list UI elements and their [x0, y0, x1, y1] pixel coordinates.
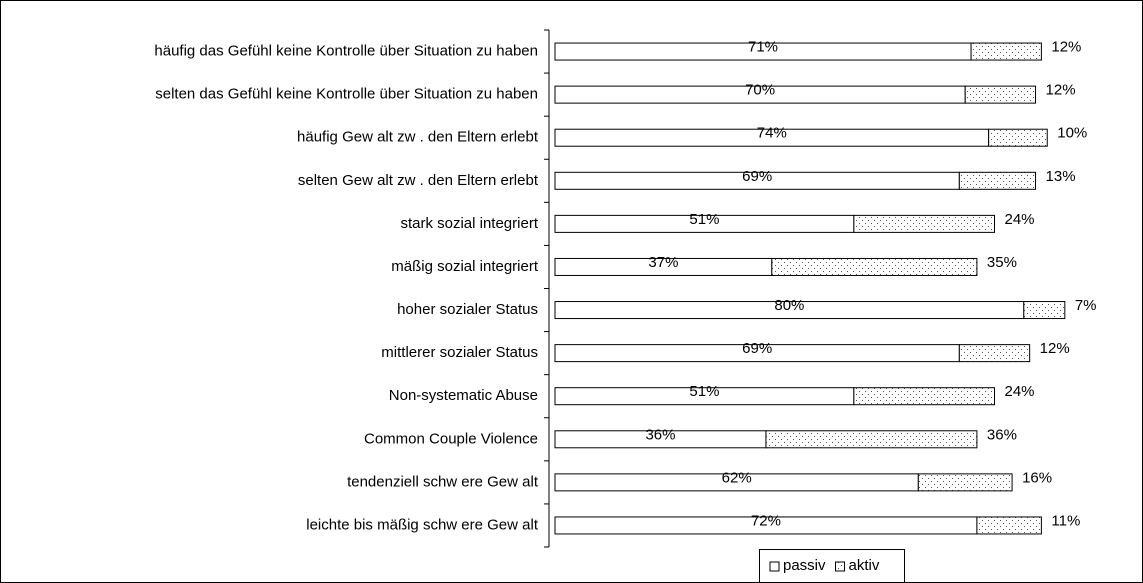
bar-segment: [976, 516, 1042, 535]
value-label: 62%: [722, 469, 752, 486]
y-tick-label: mittlerer sozialer Status: [381, 344, 538, 361]
y-tick-label: Common Couple Violence: [364, 430, 538, 447]
value-label: 70%: [745, 82, 775, 99]
value-label: 11%: [1051, 512, 1080, 529]
legend-label: aktiv: [849, 557, 880, 574]
value-label: 80%: [774, 297, 804, 314]
value-label: 12%: [1051, 39, 1081, 56]
value-label: 12%: [1040, 340, 1070, 357]
value-label: 12%: [1046, 82, 1076, 99]
value-label: 36%: [645, 426, 675, 443]
value-label: 69%: [742, 168, 772, 185]
value-label: 51%: [689, 211, 719, 228]
bar-segment: [853, 214, 995, 233]
bar-segment: [917, 473, 1013, 492]
value-label: 24%: [1005, 211, 1035, 228]
value-label: 35%: [987, 254, 1017, 271]
legend-swatch: [769, 561, 780, 572]
value-label: 7%: [1075, 297, 1097, 314]
value-label: 51%: [689, 383, 719, 400]
value-label: 24%: [1005, 383, 1035, 400]
value-label: 74%: [757, 125, 787, 142]
y-tick-label: häufig das Gefühl keine Kontrolle über S…: [154, 43, 538, 60]
bar-segment: [970, 42, 1042, 61]
legend-box: [759, 549, 905, 583]
y-tick-label: tendenziell schw ere Gew alt: [347, 473, 539, 490]
value-label: 72%: [751, 512, 781, 529]
bar-segment: [765, 430, 978, 449]
bar-segment: [1023, 301, 1066, 320]
legend-label: passiv: [783, 557, 826, 574]
value-label: 36%: [987, 426, 1017, 443]
legend-swatch: [835, 561, 846, 572]
bar-segment: [771, 257, 978, 276]
value-label: 13%: [1046, 168, 1076, 185]
bar-segment: [988, 128, 1048, 147]
bar-segment: [958, 171, 1037, 190]
value-label: 37%: [648, 254, 678, 271]
y-tick-label: häufig Gew alt zw . den Eltern erlebt: [297, 129, 539, 146]
value-label: 10%: [1057, 125, 1087, 142]
y-tick-label: Non-systematic Abuse: [389, 387, 538, 404]
y-tick-label: selten das Gefühl keine Kontrolle über S…: [155, 86, 538, 103]
y-tick-label: mäßig sozial integriert: [391, 258, 539, 275]
y-tick-label: hoher sozialer Status: [397, 301, 538, 318]
value-label: 71%: [748, 39, 778, 56]
y-tick-label: stark sozial integriert: [400, 215, 538, 232]
value-label: 16%: [1022, 469, 1052, 486]
y-tick-label: leichte bis mäßig schw ere Gew alt: [306, 516, 539, 533]
bar-segment: [964, 85, 1037, 104]
value-label: 69%: [742, 340, 772, 357]
bar-segment: [853, 387, 995, 406]
y-tick-label: selten Gew alt zw . den Eltern erlebt: [298, 172, 539, 189]
bar-segment: [958, 344, 1031, 363]
